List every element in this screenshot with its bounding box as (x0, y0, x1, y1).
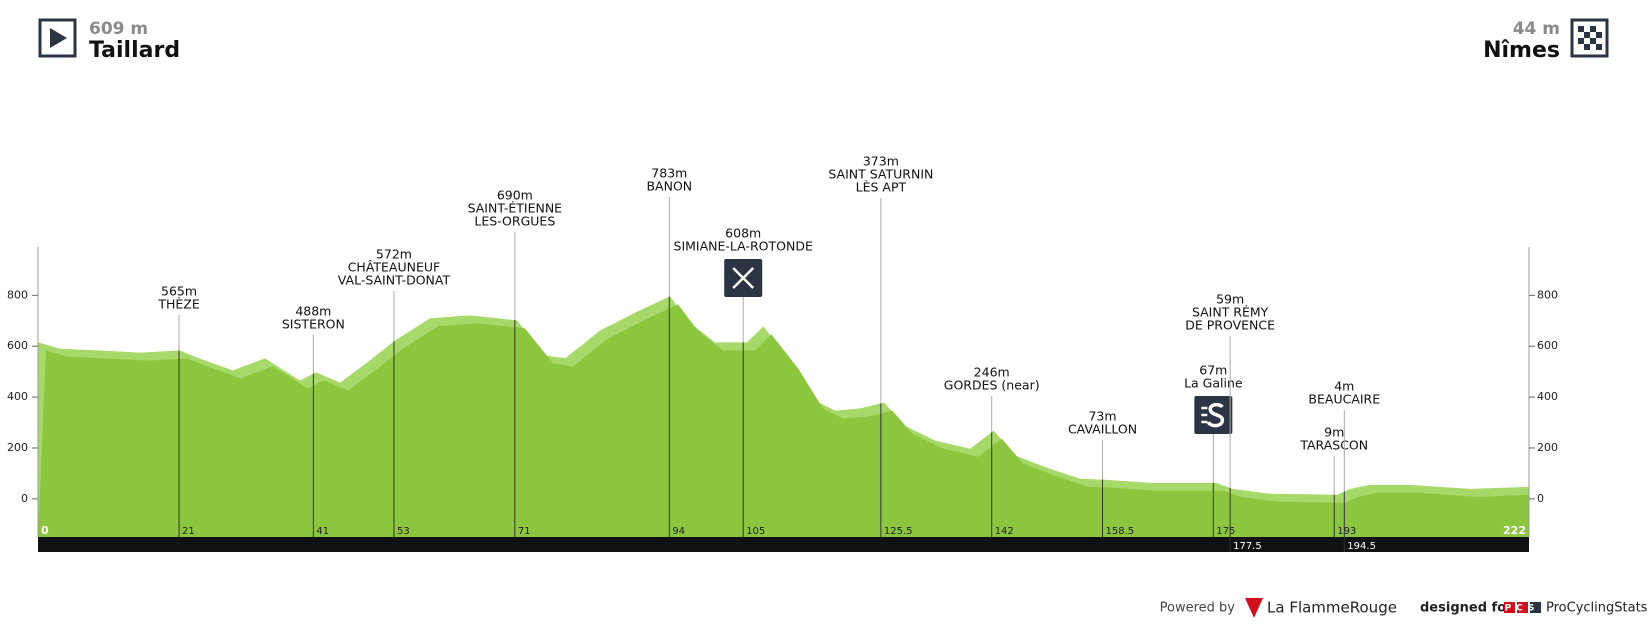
start-name: Taillard (89, 38, 180, 63)
finish-name: Nîmes (1483, 38, 1560, 63)
sprint-icon (1206, 402, 1225, 428)
km-label: 125.5 (884, 526, 913, 537)
finish-icon (1570, 18, 1609, 58)
waypoint-name: SAINT RÉMY (1192, 305, 1269, 320)
waypoint-altitude: 9m (1324, 425, 1344, 440)
pcs-logo: PCS (1505, 604, 1540, 614)
distance-bar (38, 537, 1529, 552)
km-label: 53 (397, 526, 410, 537)
waypoint-altitude: 783m (651, 166, 687, 181)
km-label: 222 (1503, 524, 1526, 537)
waypoint-altitude: 488m (295, 304, 331, 319)
km-label: 194.5 (1347, 541, 1376, 552)
waypoint-altitude: 59m (1216, 292, 1244, 307)
waypoint-name: TARASCON (1299, 438, 1368, 453)
waypoint-name: LÈS APT (856, 180, 907, 195)
waypoint-altitude: 4m (1334, 379, 1354, 394)
y-tick-label: 600 (7, 339, 28, 352)
waypoint-name: DE PROVENCE (1185, 318, 1275, 333)
km-label: 21 (182, 526, 195, 537)
pcs-box (1504, 602, 1515, 613)
start-icon-arrow (50, 28, 67, 48)
pcs-box (1517, 602, 1528, 613)
profile-area (38, 304, 1529, 537)
km-label: 0 (41, 524, 49, 537)
finish-flag (1578, 26, 1602, 50)
site-name: ProCyclingStats (1546, 601, 1648, 616)
waypoint-altitude: 608m (725, 226, 761, 241)
y-tick-label: 0 (1537, 492, 1544, 505)
start-icon (38, 18, 77, 58)
waypoint-name: CHÂTEAUNEUF (348, 260, 441, 275)
km-label: 175 (1216, 526, 1235, 537)
y-tick-label: 200 (7, 441, 28, 454)
waypoint-altitude: 246m (974, 365, 1010, 380)
waypoint-altitude: 565m (161, 284, 197, 299)
sprint-icon (1201, 406, 1208, 424)
start-altitude: 609 m (89, 19, 148, 39)
y-tick-label: 800 (7, 288, 28, 301)
km-label: 158.5 (1106, 526, 1135, 537)
waypoint-name: BEAUCAIRE (1308, 392, 1380, 407)
km-label: 94 (672, 526, 685, 537)
waypoint-altitude: 690m (497, 188, 533, 203)
designed-for: designed for (1420, 601, 1513, 616)
finish-altitude: 44 m (1513, 19, 1560, 39)
y-tick-label: 0 (21, 492, 28, 505)
waypoint-altitude: 373m (863, 154, 899, 169)
flammerouge-brand: La FlammeRouge (1267, 599, 1397, 617)
waypoint-name: THÈZE (157, 297, 199, 312)
y-tick-label: 200 (1537, 441, 1558, 454)
waypoint-name: SISTERON (282, 317, 345, 332)
km-label: 177.5 (1233, 541, 1262, 552)
km-label: 142 (995, 526, 1014, 537)
pcs-box (1530, 602, 1541, 613)
y-tick-label: 600 (1537, 339, 1558, 352)
waypoint-name: LES-ORGUES (474, 214, 555, 229)
km-label: 41 (316, 526, 329, 537)
km-label: 193 (1337, 526, 1356, 537)
flammerouge-logo (1245, 598, 1263, 618)
waypoint-altitude: 73m (1088, 409, 1116, 424)
km-label: 71 (518, 526, 531, 537)
waypoint-altitude: 572m (376, 247, 412, 262)
powered-by: Powered by (1160, 601, 1236, 616)
waypoint-name: SIMIANE-LA-ROTONDE (674, 239, 813, 254)
waypoint-name: BANON (646, 179, 692, 194)
y-tick-label: 400 (1537, 390, 1558, 403)
km-label: 105 (746, 526, 765, 537)
waypoint-name: La Galine (1184, 376, 1243, 391)
feed-icon (732, 267, 755, 289)
waypoint-name: SAINT-ÉTIENNE (468, 201, 563, 216)
waypoint-name: SAINT SATURNIN (828, 167, 933, 182)
y-tick-label: 800 (1537, 288, 1558, 301)
waypoint-name: CAVAILLON (1068, 422, 1137, 437)
waypoint-name: VAL-SAINT-DONAT (338, 273, 451, 288)
waypoint-altitude: 67m (1199, 363, 1227, 378)
waypoint-name: GORDES (near) (944, 378, 1040, 393)
y-tick-label: 400 (7, 390, 28, 403)
